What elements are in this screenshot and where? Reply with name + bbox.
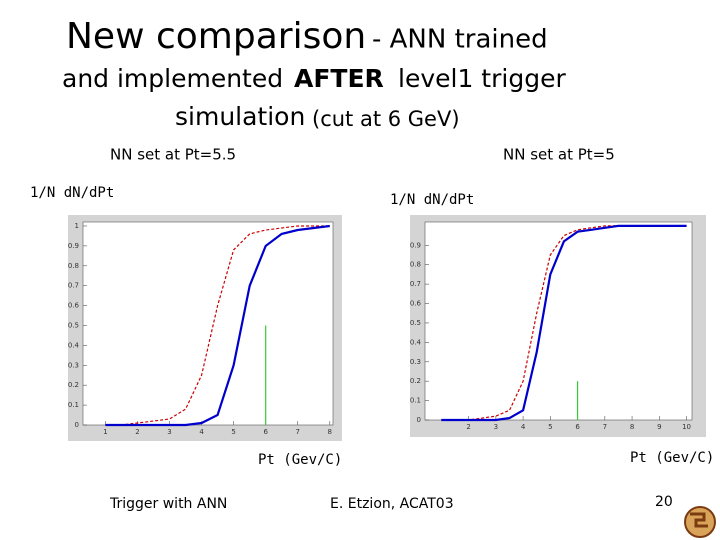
x-tick-label: 10 [682,423,691,431]
y-tick-label: 0.2 [68,381,79,389]
y-tick-label: 0.8 [68,262,79,270]
title-line2-end: level1 trigger [398,64,566,93]
y-tick-label: 0.2 [410,377,421,385]
x-tick-label: 3 [494,423,498,431]
y-tick-label: 0.5 [68,321,79,329]
y-tick-label: 0.8 [410,261,421,269]
plot-area [82,221,334,426]
footer-center: E. Etzion, ACAT03 [330,496,454,512]
x-tick-label: 5 [231,428,235,436]
y-tick-label: 0.7 [68,282,79,290]
y-tick-label: 0 [75,421,79,429]
x-tick-label: 2 [466,423,470,431]
x-axis-label: Pt (Gev/C) [630,450,714,466]
y-tick-label: 0.5 [410,319,421,327]
chart-subtitle: NN set at Pt=5.5 [110,146,236,164]
x-tick-label: 7 [603,423,607,431]
y-tick-label: 0.4 [410,338,422,346]
x-tick-label: 3 [167,428,171,436]
y-tick-label: 0 [417,416,421,424]
x-tick-label: 4 [521,423,526,431]
y-tick-label: 0.6 [410,300,422,308]
data-line [105,225,330,426]
x-tick-label: 9 [657,423,661,431]
chart-subtitle: NN set at Pt=5 [503,146,615,164]
data-line [105,224,330,427]
x-tick-label: 6 [263,428,268,436]
x-tick-label: 6 [575,423,580,431]
data-line [441,224,687,422]
y-tick-label: 0.1 [68,401,79,409]
y-axis-label: 1/N dN/dPt [30,185,114,201]
y-tick-label: 1 [75,222,79,230]
x-tick-label: 8 [328,428,332,436]
title-main: New comparison [66,16,366,57]
x-tick-label: 7 [296,428,300,436]
title-line3-rest: (cut at 6 GeV) [312,107,460,131]
y-tick-label: 0.3 [410,358,421,366]
x-tick-label: 5 [548,423,552,431]
x-axis-label: Pt (Gev/C) [258,452,342,468]
title-rest: - ANN trained [372,25,548,55]
y-tick-label: 0.1 [410,397,421,405]
y-tick-label: 0.6 [68,302,80,310]
title-line2: and implemented [62,64,283,93]
y-tick-label: 0.4 [68,341,80,349]
x-tick-label: 2 [135,428,139,436]
x-tick-label: 1 [103,428,107,436]
x-tick-label: 4 [199,428,204,436]
y-tick-label: 0.3 [68,361,79,369]
logo [684,506,716,538]
footer-left: Trigger with ANN [109,496,227,512]
title-line3: simulation [175,102,305,131]
y-axis-label: 1/N dN/dPt [390,192,474,208]
x-tick-label: 8 [630,423,634,431]
y-tick-label: 0.9 [410,241,421,249]
y-tick-label: 0.7 [410,280,421,288]
page-number: 20 [655,494,673,510]
title-bold: AFTER [294,64,384,93]
y-tick-label: 0.9 [68,242,79,250]
